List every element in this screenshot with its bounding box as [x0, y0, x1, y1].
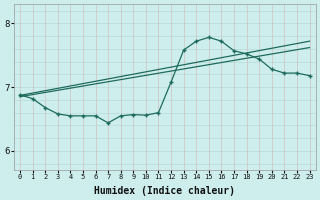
X-axis label: Humidex (Indice chaleur): Humidex (Indice chaleur) — [94, 186, 235, 196]
